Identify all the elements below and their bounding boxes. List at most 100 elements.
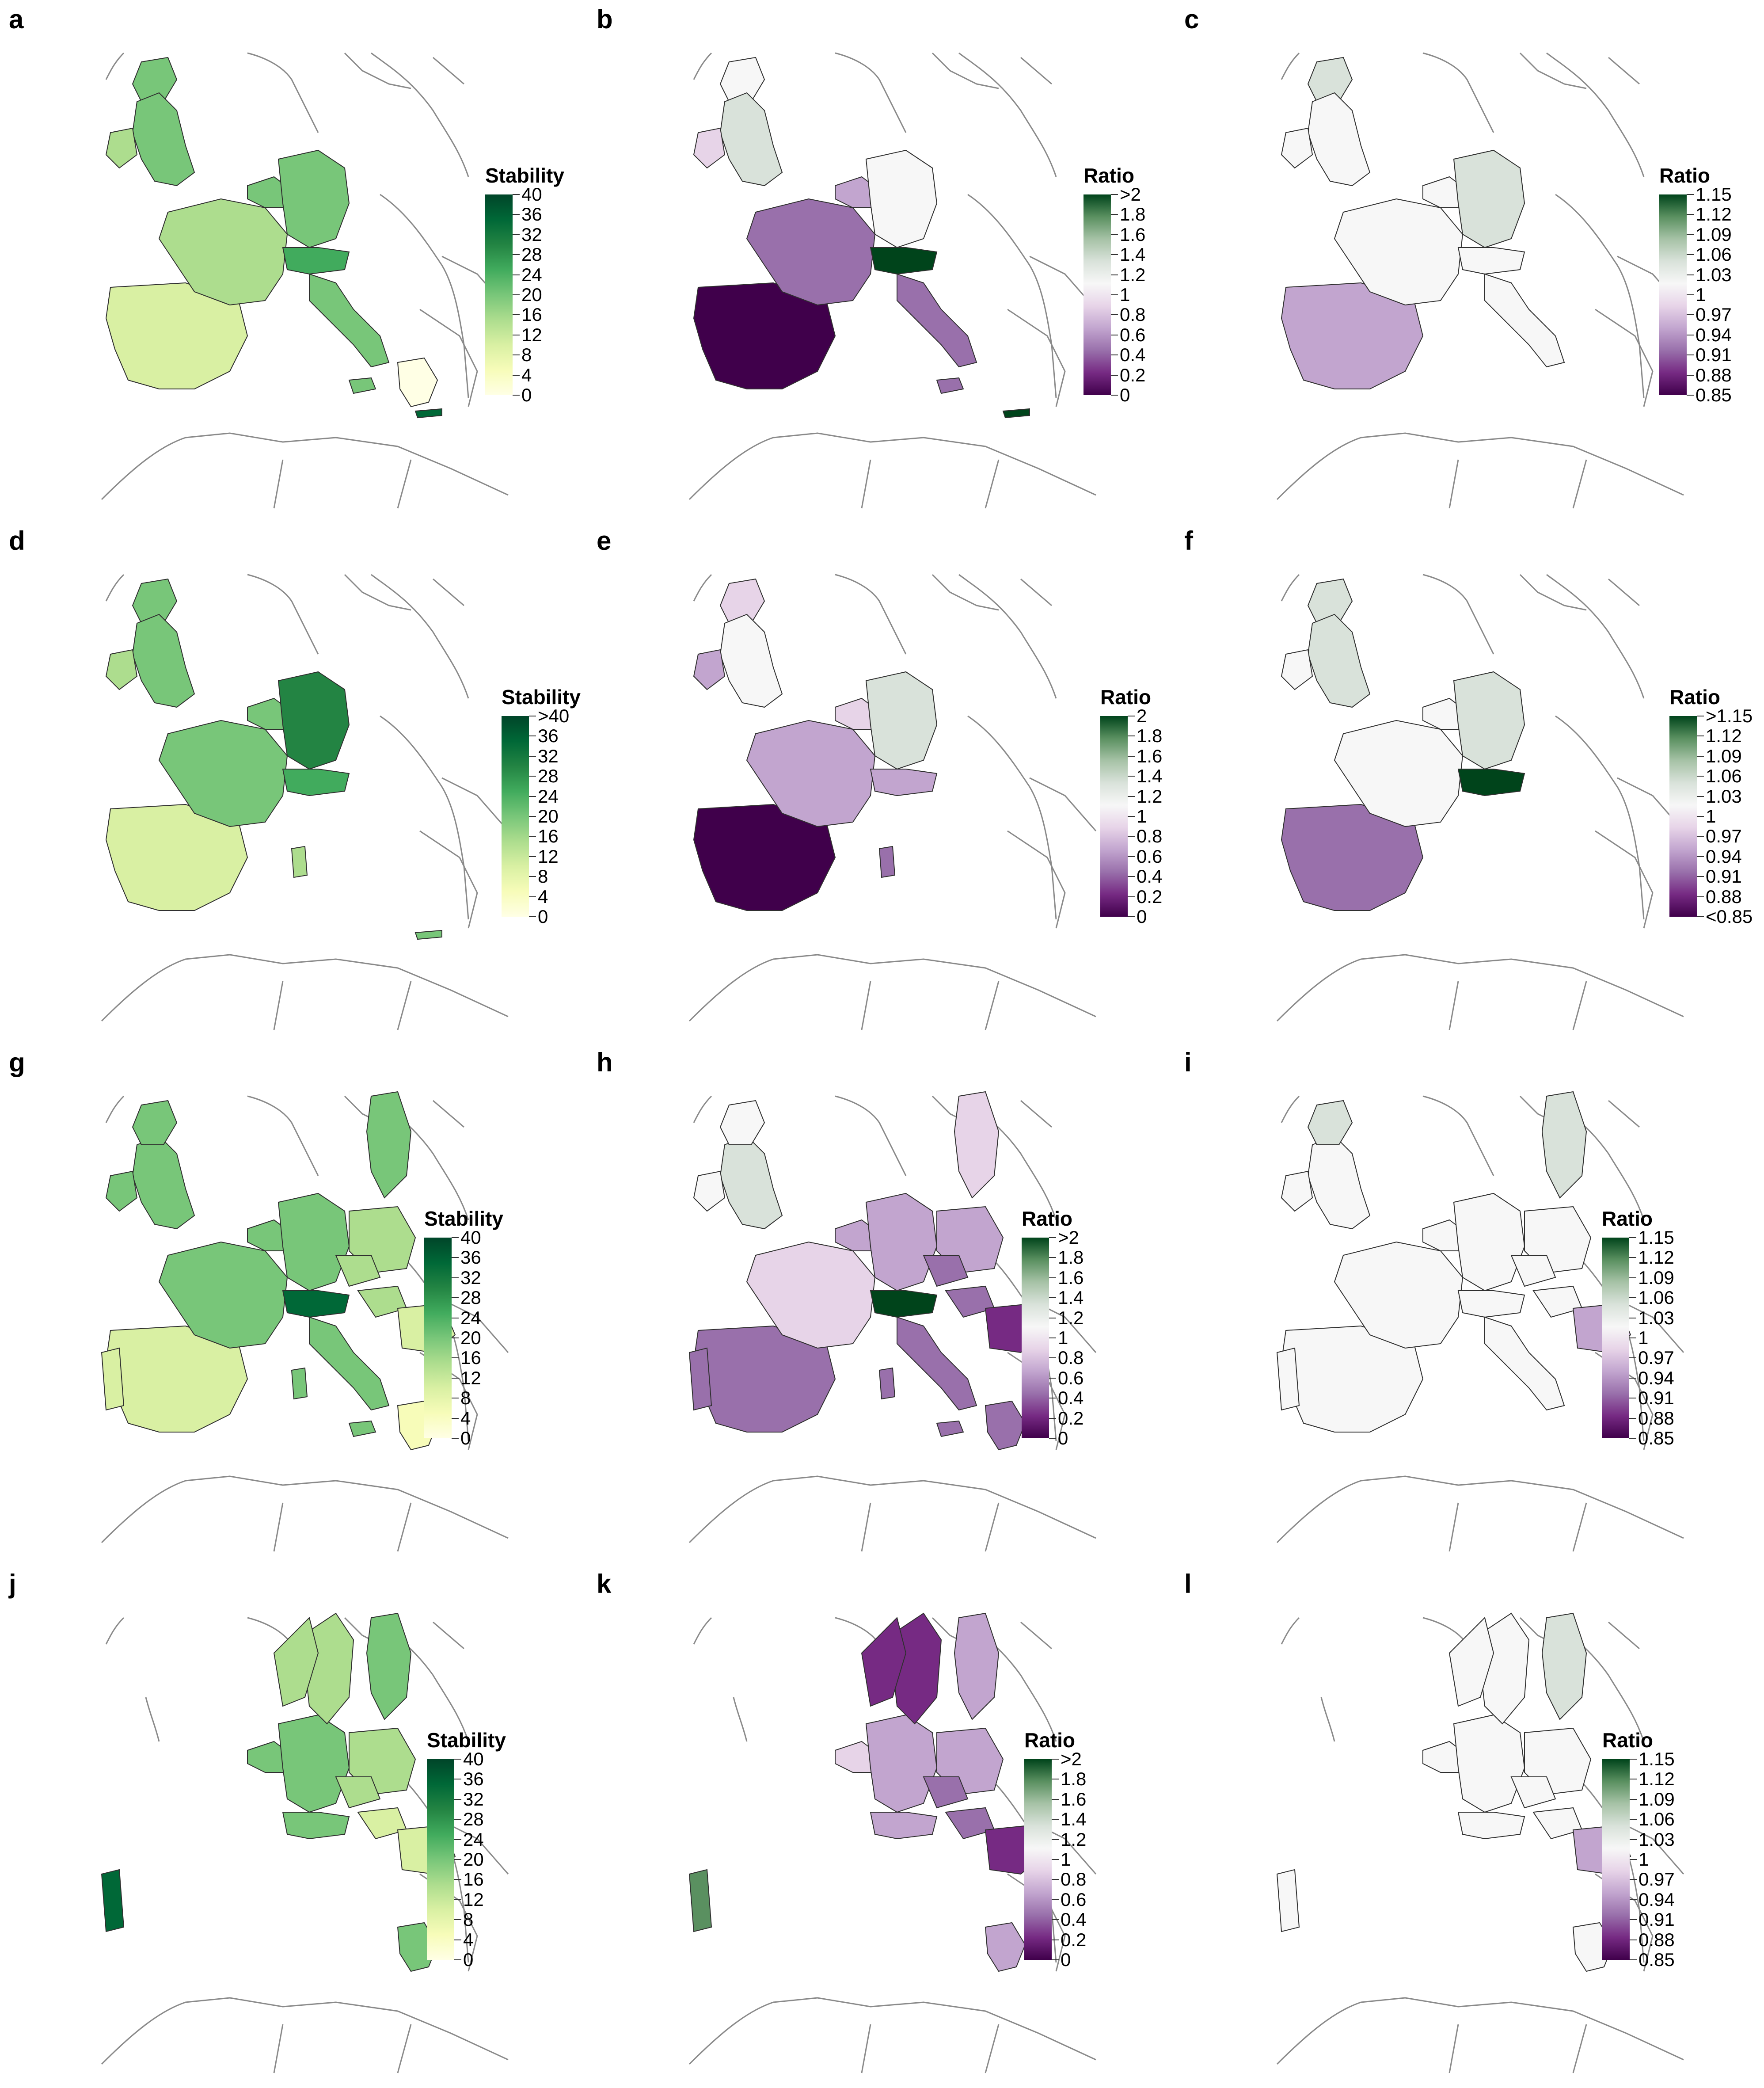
legend-tick-label: 0.91	[1638, 1387, 1674, 1409]
legend-tick-label: 1.8	[1137, 725, 1163, 747]
legend-tick-label: 0.6	[1058, 1367, 1084, 1388]
legend-title: Ratio	[1024, 1729, 1075, 1752]
legend-tick-label: 40	[463, 1749, 484, 1769]
country-border-line	[380, 194, 469, 398]
region-portugal	[688, 1869, 712, 1932]
legend-tick-mark	[1111, 234, 1118, 235]
legend-color-bar	[1024, 1759, 1052, 1960]
legend-tick-label: 0.6	[1137, 846, 1163, 867]
map-panel-a: a Stability 40 36 32 28 24 20 16 12 8 4 0	[0, 0, 588, 522]
legend-tick-mark	[1052, 1959, 1059, 1960]
country-border-line	[1555, 194, 1645, 398]
legend-title: Ratio	[1602, 1207, 1653, 1230]
region-czech	[923, 1776, 969, 1809]
region-uk	[719, 92, 783, 187]
region-germany	[865, 149, 938, 248]
legend-tick-mark	[1052, 1879, 1059, 1880]
legend-tick-label: 1.03	[1696, 264, 1732, 285]
legend-tick-label: 8	[463, 1909, 474, 1930]
legend-tick-mark	[1128, 796, 1135, 797]
legend-tick-mark	[1052, 1899, 1059, 1900]
region-france	[158, 1241, 288, 1349]
region-france	[1334, 1241, 1464, 1349]
legend-tick-label: 8	[521, 344, 532, 366]
legend-tick-mark	[454, 1819, 461, 1820]
legend-tick-label: 1.8	[1120, 204, 1146, 225]
legend-tick-label: 1.8	[1061, 1768, 1087, 1790]
legend-tick-mark	[1052, 1859, 1059, 1860]
region-germany	[278, 1193, 350, 1292]
region-portugal	[101, 1347, 125, 1411]
country-border-line	[1448, 459, 1587, 509]
legend-tick-label: 0.88	[1696, 364, 1732, 385]
legend-tick-label: 1.8	[1058, 1247, 1084, 1268]
legend-tick-mark	[513, 274, 520, 275]
legend-tick-mark	[529, 856, 536, 857]
map-panel-g: g Stability 40 36 32 28 24 20 16 12 8 4 0	[0, 1043, 588, 1565]
legend-tick-labels: 1.15 1.12 1.09 1.06 1.03 1 0.97 0.94 0.91 0.88 0.8…	[1696, 185, 1764, 404]
region-alps	[282, 769, 350, 796]
legend-tick-mark	[1052, 1759, 1059, 1760]
europe-map	[101, 1091, 509, 1552]
legend-tick-mark	[1630, 1959, 1637, 1960]
map-panel-e: e Ratio 2 1.8 1.6 1.4 1.2 1 0.8 0.6 0.4 0.2 0	[588, 522, 1175, 1043]
legend-tick-label: >2	[1061, 1749, 1082, 1769]
legend-tick-label: 0.91	[1696, 344, 1732, 366]
region-sardinia	[878, 846, 896, 878]
legend-tick-mark	[452, 1377, 459, 1379]
region-france	[746, 1241, 876, 1349]
legend-tick-label: 1.2	[1137, 785, 1163, 807]
region-norway	[1448, 1617, 1494, 1707]
legend-tick-label: 1.09	[1696, 224, 1732, 245]
legend-tick-label: 0.4	[1137, 866, 1163, 887]
legend-tick-label: 16	[538, 826, 559, 847]
country-border-line	[1007, 255, 1097, 407]
legend-tick-label: 2	[1137, 705, 1147, 726]
region-finland	[366, 1091, 412, 1199]
legend-tick-mark	[1128, 876, 1135, 877]
region-italy	[309, 273, 390, 368]
legend-tick-label: 16	[463, 1869, 484, 1890]
legend-tick-label: 1.12	[1638, 1247, 1674, 1268]
legend-tick-label: 1.03	[1706, 785, 1742, 807]
legend-tick-label: <0.85	[1706, 906, 1753, 927]
country-border-line	[1276, 1475, 1684, 1543]
country-border-line	[1276, 954, 1684, 1022]
legend-tick-label: 1.4	[1061, 1809, 1087, 1830]
map-panel-i: i Ratio 1.15 1.12 1.09 1.06 1.03 1 0.97 0.94 0.91 0…	[1175, 1043, 1763, 1565]
region-ire	[693, 1170, 726, 1212]
color-legend: Stability 40 36 32 28 24 20 16 12 8 4 0	[424, 1207, 566, 1454]
legend-tick-label: 0.94	[1638, 1367, 1674, 1388]
legend-tick-mark	[1111, 395, 1118, 396]
legend-tick-mark	[1111, 314, 1118, 316]
legend-tick-label: 0.8	[1137, 826, 1163, 847]
europe-map	[1276, 52, 1684, 509]
country-border-line	[1448, 1502, 1587, 1552]
legend-tick-label: 1.2	[1120, 264, 1146, 285]
region-ire	[1281, 1170, 1313, 1212]
map-panel-l: l Ratio 1.15 1.12 1.09 1.06 1.03 1 0.97 0.94 0.91 0…	[1175, 1565, 1763, 2086]
legend-tick-mark	[513, 254, 520, 255]
region-portugal	[1276, 1869, 1300, 1932]
legend-tick-mark	[1052, 1939, 1059, 1940]
legend-tick-label: 12	[460, 1367, 481, 1388]
legend-tick-mark	[513, 234, 520, 235]
country-border-line	[1281, 1617, 1335, 1742]
legend-tick-label: 1.4	[1137, 766, 1163, 787]
legend-tick-mark	[1697, 796, 1704, 797]
legend-tick-label: 20	[521, 284, 542, 305]
region-alps	[1457, 1290, 1525, 1318]
region-greece	[397, 357, 438, 408]
panel-label: i	[1184, 1048, 1192, 1077]
region-alps	[282, 1290, 350, 1318]
legend-tick-mark	[1697, 856, 1704, 857]
europe-map	[1276, 1612, 1684, 2073]
region-greece	[985, 1400, 1026, 1451]
legend-tick-label: 0.6	[1061, 1889, 1087, 1910]
country-border-line	[835, 574, 907, 655]
map-panel-h: h Ratio >2 1.8 1.6 1.4 1.2 1 0.8 0.6 0.4 0.2 0	[588, 1043, 1175, 1565]
region-sicily	[936, 377, 964, 394]
legend-tick-mark	[454, 1759, 461, 1760]
region-finland	[954, 1612, 1000, 1720]
legend-tick-label: 28	[463, 1809, 484, 1830]
